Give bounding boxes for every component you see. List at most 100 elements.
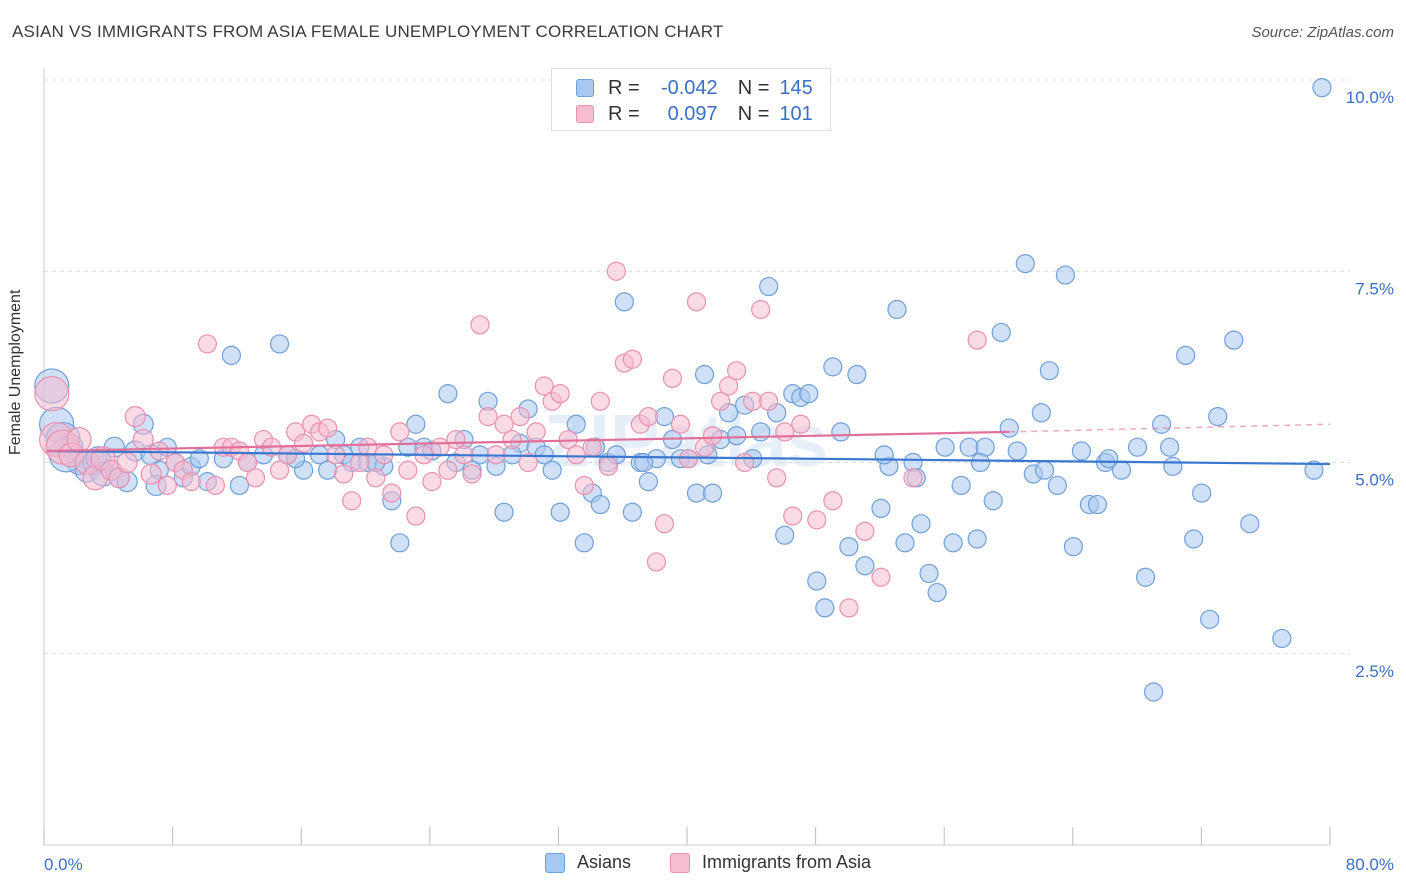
data-point bbox=[751, 299, 771, 320]
data-point bbox=[590, 391, 610, 411]
data-point bbox=[470, 315, 490, 335]
y-tick-label: 2.5% bbox=[1355, 662, 1394, 681]
data-point bbox=[406, 506, 426, 526]
data-point bbox=[422, 472, 442, 492]
data-point bbox=[775, 422, 795, 442]
data-point bbox=[390, 533, 410, 553]
x-tick-label: 0.0% bbox=[44, 855, 83, 874]
data-point bbox=[1192, 483, 1212, 503]
data-point bbox=[727, 361, 747, 381]
data-point bbox=[494, 502, 514, 522]
data-point bbox=[831, 422, 851, 442]
data-point bbox=[919, 563, 939, 584]
data-point bbox=[702, 426, 723, 446]
y-tick-label: 7.5% bbox=[1355, 279, 1394, 298]
data-point bbox=[205, 475, 225, 496]
data-point bbox=[791, 414, 811, 434]
data-point bbox=[1034, 460, 1055, 480]
data-point bbox=[318, 418, 338, 438]
data-point bbox=[1015, 254, 1035, 274]
legend-swatch-blue bbox=[576, 79, 594, 97]
data-point bbox=[430, 437, 450, 457]
data-point bbox=[229, 475, 250, 496]
data-point bbox=[566, 445, 586, 465]
data-point bbox=[646, 552, 667, 572]
data-point bbox=[1224, 330, 1244, 350]
trend-line-immigrants bbox=[46, 430, 1010, 453]
data-point bbox=[478, 407, 498, 427]
data-point bbox=[1047, 475, 1067, 496]
data-point bbox=[132, 428, 154, 451]
data-point bbox=[269, 460, 290, 480]
stats-row-immigrants: R = 0.097 N = 101 bbox=[576, 103, 813, 125]
data-point bbox=[694, 364, 715, 385]
trend-line-immigrants-extension bbox=[1009, 423, 1331, 433]
source-label: Source: ZipAtlas.com bbox=[1251, 24, 1394, 41]
data-point bbox=[574, 475, 594, 496]
data-point bbox=[550, 384, 570, 404]
data-point bbox=[951, 475, 971, 496]
data-point bbox=[783, 506, 803, 526]
data-point bbox=[1135, 567, 1156, 587]
data-point bbox=[1039, 361, 1059, 381]
data-point bbox=[1163, 456, 1183, 476]
data-point bbox=[895, 533, 915, 553]
data-point bbox=[743, 391, 763, 411]
series-legend: Asians Immigrants from Asia bbox=[0, 852, 1406, 878]
legend-swatch-pink bbox=[670, 852, 690, 873]
data-point bbox=[839, 537, 859, 557]
data-point bbox=[1007, 441, 1027, 461]
data-point bbox=[887, 299, 907, 320]
data-point bbox=[1087, 494, 1108, 515]
data-point bbox=[534, 376, 554, 396]
data-point bbox=[598, 456, 618, 476]
trend-line-asians bbox=[46, 449, 1331, 466]
data-point bbox=[718, 376, 739, 396]
data-point bbox=[935, 437, 955, 457]
data-point bbox=[727, 426, 747, 446]
data-point bbox=[1272, 628, 1292, 649]
data-point bbox=[686, 292, 707, 312]
data-point bbox=[1176, 345, 1196, 365]
trend-lines bbox=[46, 423, 1331, 466]
y-tick-label: 10.0% bbox=[1346, 88, 1394, 107]
data-point bbox=[855, 556, 875, 576]
data-point bbox=[622, 502, 642, 522]
data-point bbox=[871, 567, 891, 587]
stats-legend: R = -0.042 N = 145 R = 0.097 N = 101 bbox=[551, 68, 831, 131]
data-point bbox=[189, 449, 209, 469]
data-point bbox=[1127, 437, 1148, 457]
data-point bbox=[983, 491, 1003, 511]
data-point bbox=[462, 464, 482, 484]
data-point bbox=[294, 433, 314, 453]
data-point bbox=[574, 533, 594, 553]
n-value: 145 bbox=[779, 76, 813, 99]
y-axis-label: Female Unemployment bbox=[7, 289, 24, 455]
data-point bbox=[702, 483, 723, 503]
data-point bbox=[751, 422, 771, 442]
data-point bbox=[759, 276, 779, 297]
data-point bbox=[686, 483, 707, 503]
r-label: R = bbox=[608, 102, 640, 125]
data-point bbox=[967, 330, 987, 350]
data-point bbox=[638, 407, 659, 427]
data-point bbox=[670, 414, 691, 434]
data-point bbox=[662, 368, 683, 388]
data-point bbox=[815, 598, 835, 618]
r-value: 0.097 bbox=[667, 102, 718, 125]
data-point bbox=[943, 533, 963, 553]
data-point bbox=[991, 322, 1011, 343]
legend-swatch-blue bbox=[545, 852, 565, 873]
data-point bbox=[1208, 407, 1228, 427]
data-point bbox=[759, 391, 779, 411]
legend-item-asians[interactable]: Asians bbox=[545, 852, 631, 873]
data-point bbox=[140, 463, 162, 485]
data-point bbox=[590, 494, 610, 515]
data-point bbox=[823, 491, 843, 511]
chart-title: ASIAN VS IMMIGRANTS FROM ASIA FEMALE UNE… bbox=[12, 22, 724, 41]
data-point bbox=[510, 407, 530, 427]
legend-item-immigrants[interactable]: Immigrants from Asia bbox=[670, 852, 871, 873]
data-point bbox=[502, 429, 522, 450]
data-point bbox=[967, 529, 987, 549]
data-point bbox=[1240, 514, 1260, 534]
